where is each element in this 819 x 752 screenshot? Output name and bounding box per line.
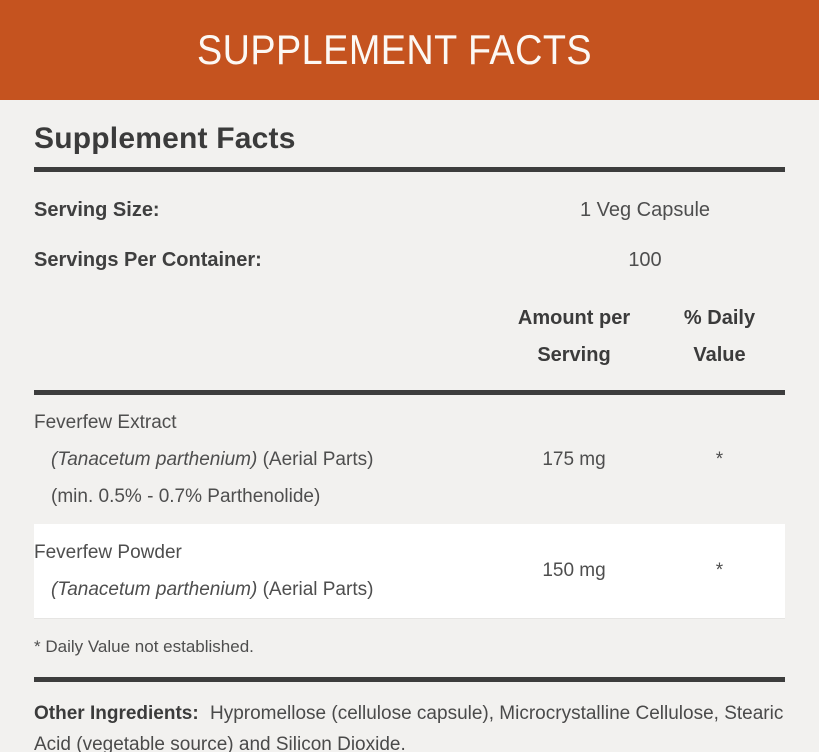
banner: SUPPLEMENT FACTS: [0, 0, 819, 100]
table-top-rule: [34, 390, 785, 395]
servings-per-container-row: Servings Per Container: 100: [34, 249, 785, 272]
ingredient-name: Feverfew Powder: [34, 542, 182, 563]
ingredient-daily-value: *: [715, 560, 724, 581]
ingredient-name: Feverfew Extract: [34, 412, 177, 433]
banner-title: SUPPLEMENT FACTS: [196, 26, 593, 73]
amount-per-serving-column-header: Amount per Serving: [517, 307, 631, 366]
ingredient-name-block: Feverfew Powder (Tanacetum parthenium) (…: [34, 534, 494, 608]
botanical-name: (Tanacetum parthenium): [51, 579, 258, 600]
botanical-name: (Tanacetum parthenium): [51, 449, 258, 470]
ingredient-name-block: Feverfew Extract (Tanacetum parthenium) …: [34, 404, 494, 515]
ingredient-amount: 150 mg: [542, 560, 606, 581]
heading-rule: [34, 167, 785, 172]
other-ingredients-label: Other Ingredients:: [34, 703, 199, 724]
ingredient-detail: (Tanacetum parthenium) (Aerial Parts): [51, 449, 374, 470]
ingredient-daily-value: *: [715, 448, 724, 470]
panel-heading: Supplement Facts: [34, 122, 296, 155]
percent-daily-value-column-header: % Daily Value: [683, 307, 756, 366]
servings-per-container-label: Servings Per Container:: [34, 249, 262, 271]
table-bottom-rule: [34, 677, 785, 682]
serving-size-row: Serving Size: 1 Veg Capsule: [34, 199, 785, 222]
ingredient-detail: (Tanacetum parthenium) (Aerial Parts): [51, 579, 374, 600]
supplement-facts-panel: Supplement Facts Serving Size: 1 Veg Cap…: [0, 100, 819, 752]
daily-value-footnote: * Daily Value not established.: [34, 637, 254, 656]
ingredient-row-feverfew-powder: Feverfew Powder (Tanacetum parthenium) (…: [34, 524, 785, 619]
column-header-spacer: [34, 300, 494, 374]
serving-size-value: 1 Veg Capsule: [579, 199, 711, 221]
servings-per-container-value: 100: [628, 249, 662, 271]
ingredient-amount: 175 mg: [542, 448, 606, 470]
column-header-row: Amount per Serving % Daily Value: [34, 300, 785, 374]
serving-size-label: Serving Size:: [34, 199, 160, 221]
ingredient-row-feverfew-extract: Feverfew Extract (Tanacetum parthenium) …: [34, 395, 785, 524]
other-ingredients-text: Hypromellose (cellulose capsule), Microc…: [34, 703, 784, 752]
ingredient-detail-2: (min. 0.5% - 0.7% Parthenolide): [51, 486, 321, 507]
other-ingredients: Other Ingredients: Hypromellose (cellulo…: [34, 682, 785, 752]
